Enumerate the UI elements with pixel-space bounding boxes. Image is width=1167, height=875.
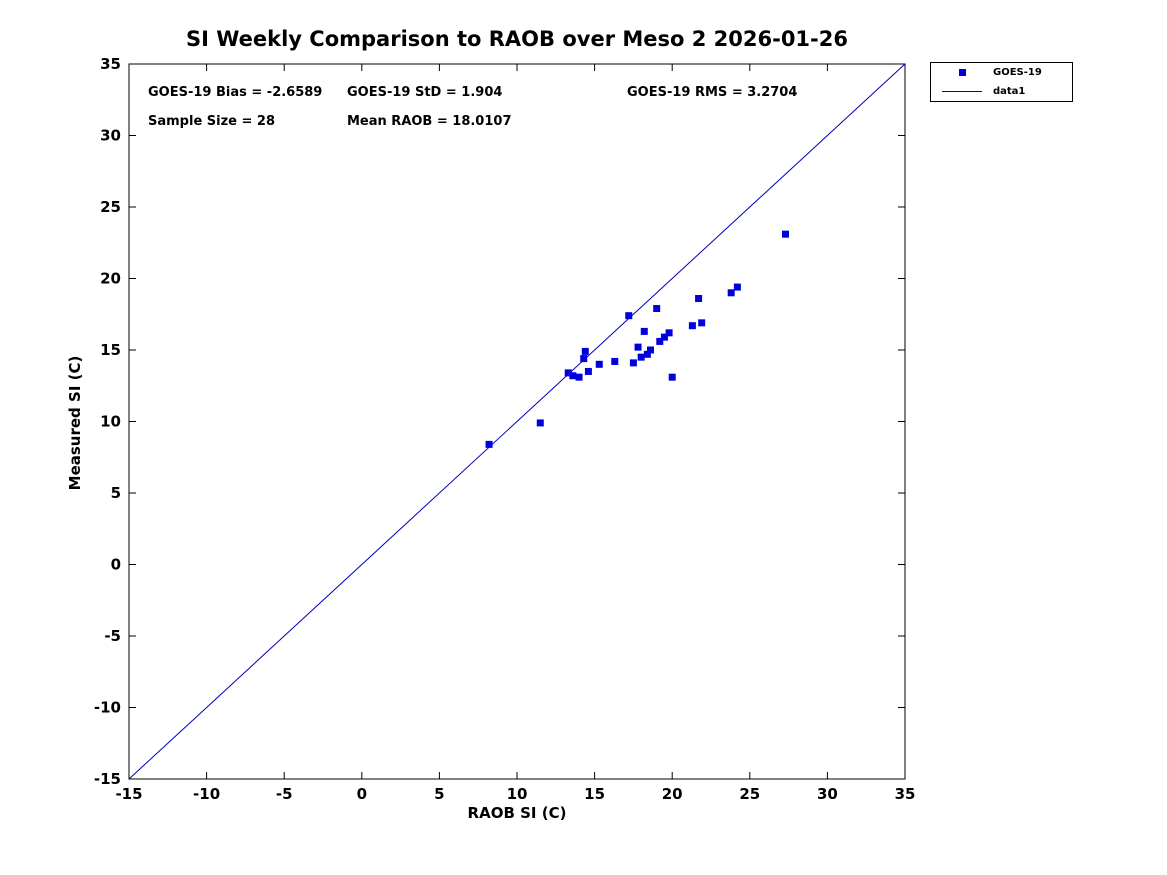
scatter-point	[660, 333, 668, 341]
y-tick-label: -15	[94, 770, 121, 788]
annotation-std: GOES-19 StD = 1.904	[347, 85, 503, 100]
legend-line-icon	[931, 90, 993, 92]
legend-label: data1	[993, 85, 1026, 97]
y-tick-label: 0	[111, 556, 121, 574]
x-axis-label: RAOB SI (C)	[467, 804, 567, 822]
scatter-point	[564, 369, 572, 377]
scatter-point	[653, 305, 661, 313]
legend-entry-data1: data1	[931, 82, 1072, 100]
scatter-point	[781, 230, 789, 238]
scatter-point	[640, 327, 648, 335]
scatter-point	[629, 359, 637, 367]
y-tick-label: -5	[104, 627, 121, 645]
y-tick-label: 15	[100, 341, 121, 359]
scatter-point	[698, 319, 706, 327]
x-tick-label: 35	[895, 785, 916, 803]
scatter-point	[668, 373, 676, 381]
legend-box: GOES-19 data1	[930, 62, 1073, 102]
identity-line	[128, 63, 906, 780]
y-tick-label: 20	[100, 270, 121, 288]
scatter-point	[595, 360, 603, 368]
scatter-point	[733, 283, 741, 291]
x-tick-label: -15	[115, 785, 142, 803]
scatter-point	[688, 322, 696, 330]
annotation-rms: GOES-19 RMS = 3.2704	[627, 85, 798, 100]
y-tick-label: 5	[111, 484, 121, 502]
scatter-point	[634, 343, 642, 351]
legend-entry-goes19: GOES-19	[931, 64, 1072, 82]
scatter-point	[656, 337, 664, 345]
annotation-sample-size: Sample Size = 28	[148, 114, 276, 129]
x-tick-label: 25	[739, 785, 760, 803]
x-tick-label: 15	[584, 785, 605, 803]
y-tick-label: 30	[100, 127, 121, 145]
scatter-point	[643, 350, 651, 358]
scatter-point	[625, 312, 633, 320]
scatter-point	[637, 353, 645, 361]
x-tick-label: -5	[276, 785, 293, 803]
scatter-point	[581, 347, 589, 355]
y-axis-label: Measured SI (C)	[66, 355, 84, 491]
scatter-point	[580, 355, 588, 363]
chart-title: SI Weekly Comparison to RAOB over Meso 2…	[185, 27, 848, 51]
y-tick-label: -10	[94, 699, 121, 717]
y-tick-label: 10	[100, 413, 121, 431]
scatter-point	[695, 295, 703, 303]
scatter-point	[646, 346, 654, 354]
x-tick-label: -10	[193, 785, 220, 803]
scatter-point	[569, 372, 577, 380]
x-tick-label: 20	[662, 785, 683, 803]
scatter-point	[575, 373, 583, 381]
x-tick-label: 0	[357, 785, 367, 803]
annotation-bias: GOES-19 Bias = -2.6589	[148, 85, 323, 100]
scatter-point	[611, 357, 619, 365]
x-tick-label: 5	[434, 785, 444, 803]
annotation-mean-raob: Mean RAOB = 18.0107	[347, 114, 512, 129]
scatter-point	[727, 289, 735, 297]
x-tick-label: 30	[817, 785, 838, 803]
scatter-point	[584, 367, 592, 375]
legend-label: GOES-19	[993, 67, 1042, 79]
scatter-point	[485, 440, 493, 448]
y-tick-label: 35	[100, 55, 121, 73]
scatter-point	[536, 419, 544, 427]
scatter-point	[665, 329, 673, 337]
y-tick-label: 25	[100, 198, 121, 216]
legend-marker-icon	[931, 69, 993, 77]
x-tick-label: 10	[507, 785, 528, 803]
